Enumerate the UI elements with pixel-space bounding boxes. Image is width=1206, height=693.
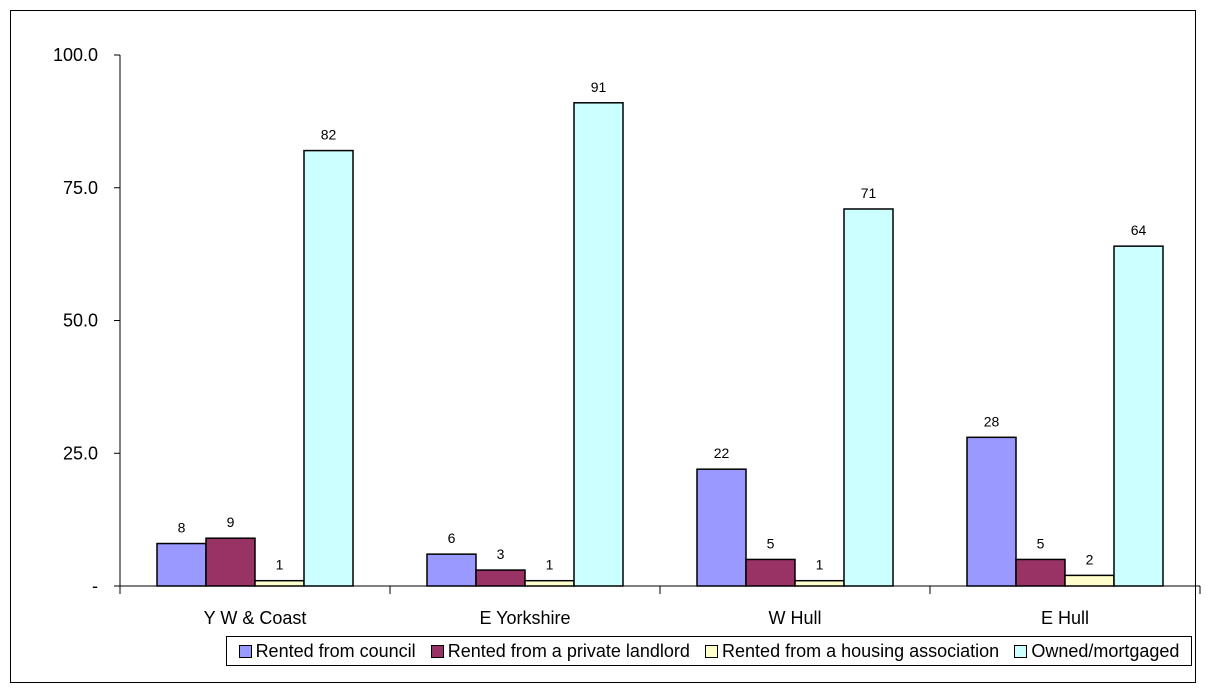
bar — [303, 149, 354, 587]
data-label: 6 — [448, 530, 456, 546]
bar — [573, 102, 624, 587]
bar — [205, 537, 256, 587]
bar — [475, 569, 526, 587]
bar — [745, 558, 796, 587]
legend-item: Rented from a housing association — [705, 641, 999, 662]
bar — [156, 542, 207, 587]
data-label: 64 — [1131, 222, 1147, 238]
legend-swatch — [238, 644, 252, 658]
data-label: 82 — [321, 127, 337, 143]
bar — [254, 579, 305, 587]
x-category-label: E Hull — [1041, 608, 1089, 628]
data-label: 22 — [714, 445, 730, 461]
y-axis: - 25.0 50.0 75.0 100.0 — [53, 45, 121, 596]
legend-label: Rented from a housing association — [722, 640, 1000, 661]
data-label: 8 — [178, 520, 186, 536]
bar — [426, 553, 477, 587]
x-category-label: W Hull — [769, 608, 822, 628]
bar — [843, 208, 894, 587]
data-label: 1 — [276, 557, 284, 573]
legend-label: Owned/mortgaged — [1031, 640, 1180, 661]
legend-label: Rented from council — [255, 640, 416, 661]
data-label: 5 — [1037, 535, 1045, 551]
bar — [794, 579, 845, 587]
data-label: 3 — [497, 546, 505, 562]
bar — [524, 579, 575, 587]
legend-item: Rented from a private landlord — [430, 640, 690, 662]
data-label: 9 — [227, 514, 235, 530]
y-tick-label: - — [92, 576, 98, 596]
data-label: 28 — [984, 413, 1000, 429]
y-tick-label: 25.0 — [63, 443, 98, 463]
x-category-label: Y W & Coast — [204, 608, 307, 628]
data-label: 5 — [767, 535, 775, 551]
legend-swatch — [430, 644, 444, 658]
bar — [1015, 558, 1066, 587]
legend-swatch — [1014, 644, 1028, 658]
legend: Rented from council Rented from a private… — [226, 636, 1192, 666]
x-axis: Y W & Coast E Yorkshire W Hull E Hull — [119, 585, 1201, 628]
y-tick-label: 75.0 — [63, 178, 98, 198]
data-label: 71 — [861, 185, 877, 201]
legend-item: Owned/mortgaged — [1014, 641, 1179, 662]
data-label: 1 — [816, 557, 824, 573]
data-label: 1 — [546, 557, 554, 573]
bars — [156, 102, 1164, 587]
legend-label: Rented from a private landlord — [447, 640, 690, 661]
bar — [1064, 574, 1115, 587]
bar — [966, 436, 1017, 587]
y-tick-label: 100.0 — [53, 45, 98, 65]
bar — [1113, 245, 1164, 587]
bar — [696, 468, 747, 587]
x-category-label: E Yorkshire — [479, 608, 570, 628]
y-tick-label: 50.0 — [63, 311, 98, 331]
legend-item: Rented from council — [238, 640, 416, 662]
data-label: 2 — [1086, 551, 1094, 567]
legend-swatch — [705, 644, 719, 658]
data-label: 91 — [591, 79, 607, 95]
